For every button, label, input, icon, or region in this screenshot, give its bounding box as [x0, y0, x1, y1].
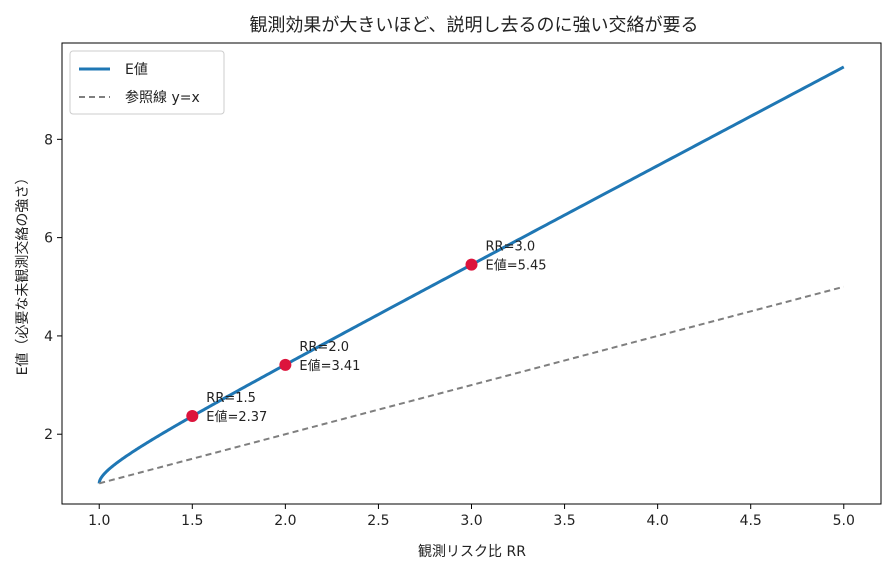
point-label-e-value: E値=3.41 — [299, 358, 360, 374]
highlight-point — [279, 358, 292, 371]
x-tick-label: 4.5 — [740, 513, 762, 529]
x-tick-label: 1.5 — [181, 513, 203, 529]
x-tick-label: 3.5 — [553, 513, 575, 529]
x-tick-label: 3.0 — [460, 513, 482, 529]
highlight-point — [186, 410, 199, 423]
x-tick-label: 2.5 — [367, 513, 389, 529]
x-axis-label: 観測リスク比 RR — [418, 543, 526, 560]
y-axis: 2 4 6 8 — [44, 132, 62, 443]
x-tick-label: 1.0 — [88, 513, 110, 529]
x-tick-label: 5.0 — [833, 513, 855, 529]
point-label-e-value: E値=2.37 — [206, 409, 267, 425]
legend-label-e-value: E値 — [125, 62, 148, 78]
chart-title: 観測効果が大きいほど、説明し去るのに強い交絡が要る — [249, 15, 698, 36]
highlight-point — [465, 258, 478, 271]
y-tick-label: 8 — [44, 132, 53, 148]
series-line-reference — [98, 285, 845, 485]
point-label-rr: RR=1.5 — [206, 391, 256, 406]
y-tick-label: 6 — [44, 231, 53, 247]
y-tick-label: 2 — [44, 427, 53, 443]
x-tick-label: 2.0 — [274, 513, 296, 529]
point-label-e-value: E値=5.45 — [486, 258, 547, 274]
point-label-rr: RR=3.0 — [486, 240, 536, 255]
y-axis-label: E値（必要な未観測交絡の強さ） — [14, 171, 31, 376]
legend-label-reference: 参照線 y=x — [125, 89, 200, 106]
legend: E値 参照線 y=x — [69, 50, 225, 115]
legend-frame — [69, 50, 225, 115]
point-label-rr: RR=2.0 — [299, 340, 349, 355]
highlight-points: RR=1.5 E値=2.37 RR=2.0 E値=3.41 RR=3.0 E値=5.45 — [186, 240, 547, 425]
y-tick-label: 4 — [44, 329, 53, 345]
x-tick-label: 4.0 — [647, 513, 669, 529]
x-axis: 1.0 1.5 2.0 2.5 3.0 3.5 4.0 4.5 5.0 — [88, 504, 855, 529]
